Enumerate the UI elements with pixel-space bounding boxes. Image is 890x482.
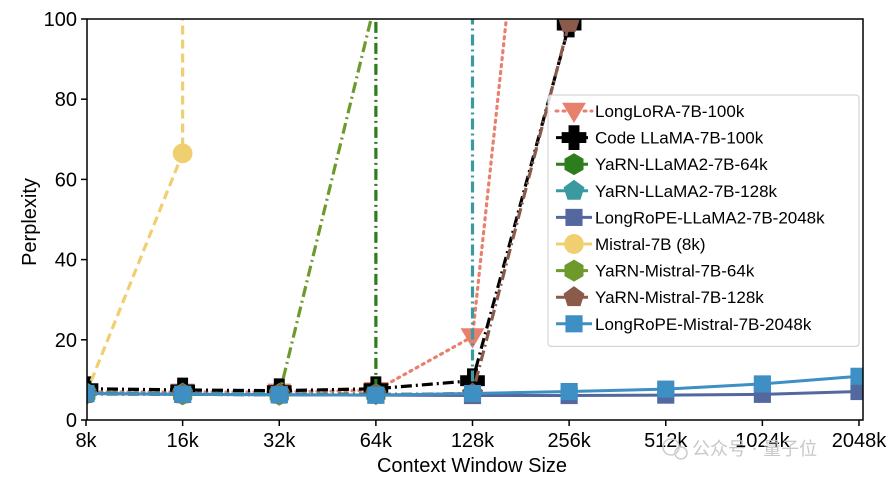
data-point-longrope-mistral-7b-2048k-5 [560,382,578,401]
x-axis-title: Context Window Size [377,455,567,477]
legend-label-longrope-llama2-7b-2048k: LongRoPE-LLaMA2-7B-2048k [595,208,825,227]
data-point-yarn-mistral-7b-128k-5 [558,19,580,32]
y-tick-label-40: 40 [55,250,77,272]
wechat-icon [662,438,688,460]
y-tick-label-80: 80 [55,89,77,111]
data-point-longrope-mistral-7b-2048k-0 [87,384,95,403]
legend-marker-longrope-mistral-7b-2048k [565,315,583,333]
legend-label-mistral-7b-8k: Mistral-7B (8k) [595,235,706,254]
legend-marker-code-llama-7b-100k [561,125,587,150]
legend-label-longlora-7b-100k: LongLoRA-7B-100k [595,102,745,121]
legend-entry-yarn-llama2-7b-64k: YaRN-LLaMA2-7B-64k [556,153,768,176]
y-axis-title: Perplexity [19,178,41,266]
legend-marker-yarn-llama2-7b-64k [564,153,584,176]
x-tick-label-2048k: 2048k [832,430,887,452]
y-tick-label-20: 20 [55,330,77,352]
legend-marker-mistral-7b-8k [564,234,584,254]
legend-label-yarn-llama2-7b-128k: YaRN-LLaMA2-7B-128k [595,182,778,201]
legend-label-yarn-llama2-7b-64k: YaRN-LLaMA2-7B-64k [595,155,768,174]
legend-marker-longrope-llama2-7b-2048k [565,208,583,226]
legend-entry-longrope-llama2-7b-2048k: LongRoPE-LLaMA2-7B-2048k [556,208,825,227]
x-tick-label-1024k: 1024k [735,430,790,452]
data-point-longrope-mistral-7b-2048k-4 [463,384,482,403]
data-point-longrope-mistral-7b-2048k-1 [174,385,192,403]
x-tick-label-128k: 128k [451,430,495,452]
legend-entry-longrope-mistral-7b-2048k: LongRoPE-Mistral-7B-2048k [556,315,812,334]
y-tick-label-100: 100 [44,9,77,31]
series-line-code-llama-7b-100k [87,24,571,393]
data-point-longrope-mistral-7b-2048k-7 [753,375,771,393]
legend-label-code-llama-7b-100k: Code LLaMA-7B-100k [595,129,764,148]
legend-marker-yarn-llama2-7b-128k [563,179,585,200]
legend-entry-code-llama-7b-100k: Code LLaMA-7B-100k [556,125,764,150]
series-longrope-mistral-7b-2048k [87,367,863,404]
data-point-longrope-mistral-7b-2048k-6 [657,380,675,398]
legend-label-longrope-mistral-7b-2048k: LongRoPE-Mistral-7B-2048k [595,315,812,334]
data-point-longrope-mistral-7b-2048k-2 [270,386,288,404]
data-point-mistral-7b-8k-1 [172,143,193,164]
x-tick-label-16k: 16k [167,430,200,452]
legend: LongLoRA-7B-100k Code LLaMA-7B-100k YaRN-L… [547,94,860,347]
y-tick-label-0: 0 [66,410,77,432]
x-tick-label-256k: 256k [547,430,591,452]
series-layer [87,19,863,406]
legend-marker-yarn-mistral-7b-64k [564,259,584,282]
data-point-longrope-mistral-7b-2048k-8 [850,367,863,385]
data-point-longrope-mistral-7b-2048k-3 [367,386,385,404]
legend-label-yarn-mistral-7b-64k: YaRN-Mistral-7B-64k [595,262,755,281]
legend-entry-mistral-7b-8k: Mistral-7B (8k) [556,234,706,254]
legend-entry-yarn-mistral-7b-64k: YaRN-Mistral-7B-64k [556,259,755,282]
legend-box [547,94,860,347]
legend-label-yarn-mistral-7b-128k: YaRN-Mistral-7B-128k [595,288,764,307]
x-tick-label-8k: 8k [75,430,97,452]
watermark-text: 公众号 · 量子位 [692,439,817,460]
data-point-longrope-llama2-7b-2048k-8 [850,382,863,401]
legend-marker-yarn-mistral-7b-128k [563,286,585,307]
legend-marker-longlora-7b-100k [562,102,586,124]
legend-entry-yarn-llama2-7b-128k: YaRN-LLaMA2-7B-128k [556,179,778,201]
plot-frame [86,18,864,421]
x-tick-label-64k: 64k [360,430,393,452]
legend-entry-longlora-7b-100k: LongLoRA-7B-100k [554,102,745,124]
watermark: 公众号 · 量子位 [662,438,817,460]
y-tick-label-60: 60 [55,169,77,191]
x-tick-label-32k: 32k [263,430,296,452]
legend-entry-yarn-mistral-7b-128k: YaRN-Mistral-7B-128k [556,286,764,307]
